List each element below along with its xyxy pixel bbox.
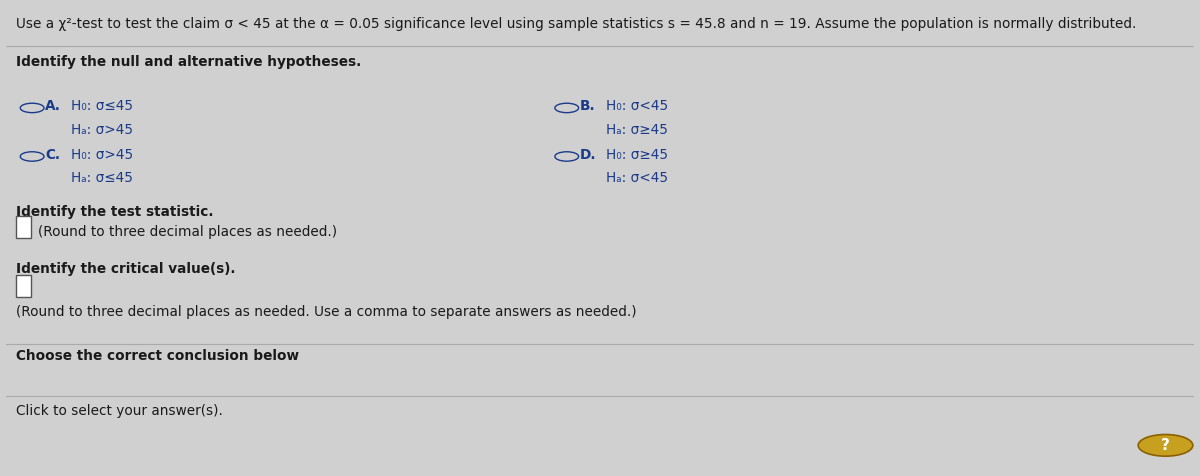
Text: Identify the test statistic.: Identify the test statistic. [16,205,214,219]
Text: H₀: σ≤45: H₀: σ≤45 [71,99,133,113]
Text: ?: ? [1162,438,1170,453]
Text: H₀: σ>45: H₀: σ>45 [71,148,133,161]
Text: C.: C. [46,148,60,161]
Text: Use a χ²-test to test the claim σ < 45 at the α = 0.05 significance level using : Use a χ²-test to test the claim σ < 45 a… [16,18,1136,31]
Text: (Round to three decimal places as needed.): (Round to three decimal places as needed… [38,225,337,239]
Text: Identify the critical value(s).: Identify the critical value(s). [16,262,235,276]
Bar [16,275,31,297]
Text: Hₐ: σ≤45: Hₐ: σ≤45 [71,171,133,185]
Text: Choose the correct conclusion below: Choose the correct conclusion below [16,349,299,363]
Text: Click to select your answer(s).: Click to select your answer(s). [16,404,222,418]
Text: B.: B. [580,99,595,113]
Text: Hₐ: σ≥45: Hₐ: σ≥45 [606,122,668,137]
Text: Hₐ: σ<45: Hₐ: σ<45 [606,171,668,185]
Text: Hₐ: σ>45: Hₐ: σ>45 [71,122,133,137]
Text: (Round to three decimal places as needed. Use a comma to separate answers as nee: (Round to three decimal places as needed… [16,305,636,319]
Text: H₀: σ≥45: H₀: σ≥45 [606,148,668,161]
Text: Identify the null and alternative hypotheses.: Identify the null and alternative hypoth… [16,55,361,69]
Text: D.: D. [580,148,596,161]
Text: H₀: σ<45: H₀: σ<45 [606,99,668,113]
Bar [16,216,31,238]
Circle shape [1138,435,1193,456]
Text: A.: A. [46,99,61,113]
